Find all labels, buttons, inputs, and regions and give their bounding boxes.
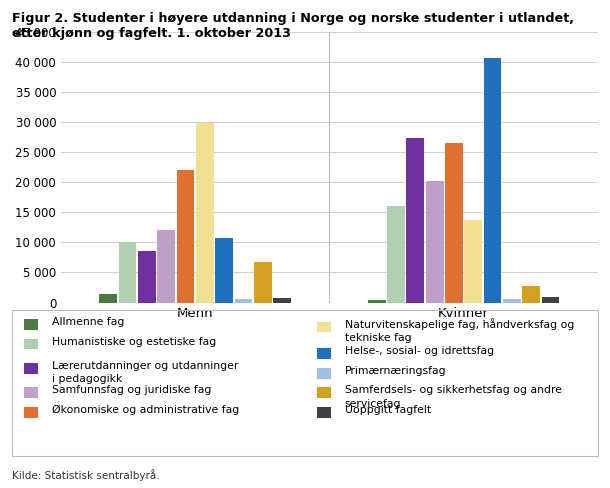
Bar <box>445 143 463 303</box>
Text: Kilde: Statistisk sentralbyrå.: Kilde: Statistisk sentralbyrå. <box>12 469 160 481</box>
Text: Figur 2. Studenter i høyere utdanning i Norge og norske studenter i utlandet,: Figur 2. Studenter i høyere utdanning i … <box>12 12 574 25</box>
Text: Lærerutdanninger og utdanninger: Lærerutdanninger og utdanninger <box>52 361 239 371</box>
Bar <box>215 238 233 303</box>
Text: Humanistiske og estetiske fag: Humanistiske og estetiske fag <box>52 337 216 346</box>
Text: etter kjønn og fagfelt. 1. oktober 2013: etter kjønn og fagfelt. 1. oktober 2013 <box>12 27 291 40</box>
Bar <box>235 299 253 303</box>
Bar <box>368 300 386 303</box>
Text: Samferdsels- og sikkerhetsfag og andre: Samferdsels- og sikkerhetsfag og andre <box>345 386 562 395</box>
Bar <box>426 181 443 303</box>
Text: tekniske fag: tekniske fag <box>345 333 411 343</box>
Bar <box>196 123 214 303</box>
Bar <box>157 230 175 303</box>
Bar <box>406 138 424 303</box>
Bar <box>254 262 271 303</box>
Bar <box>542 297 559 303</box>
Text: Samfunnsfag og juridiske fag: Samfunnsfag og juridiske fag <box>52 386 211 395</box>
Text: Uoppgitt fagfelt: Uoppgitt fagfelt <box>345 405 431 415</box>
Text: Allmenne fag: Allmenne fag <box>52 317 124 327</box>
Text: Helse-, sosial- og idrettsfag: Helse-, sosial- og idrettsfag <box>345 346 493 356</box>
Text: Økonomiske og administrative fag: Økonomiske og administrative fag <box>52 405 239 415</box>
Bar <box>119 243 137 303</box>
Bar <box>99 294 117 303</box>
Text: Primærnæringsfag: Primærnæringsfag <box>345 366 447 376</box>
Bar <box>138 251 156 303</box>
Text: Naturvitenskapelige fag, håndverksfag og: Naturvitenskapelige fag, håndverksfag og <box>345 319 574 330</box>
Bar <box>503 299 521 303</box>
Bar <box>484 58 501 303</box>
Bar <box>177 170 195 303</box>
Text: i pedagogikk: i pedagogikk <box>52 374 122 384</box>
Bar <box>464 220 482 303</box>
Text: servicefag: servicefag <box>345 399 401 408</box>
Bar <box>273 298 291 303</box>
Bar <box>522 286 540 303</box>
Bar <box>387 206 405 303</box>
